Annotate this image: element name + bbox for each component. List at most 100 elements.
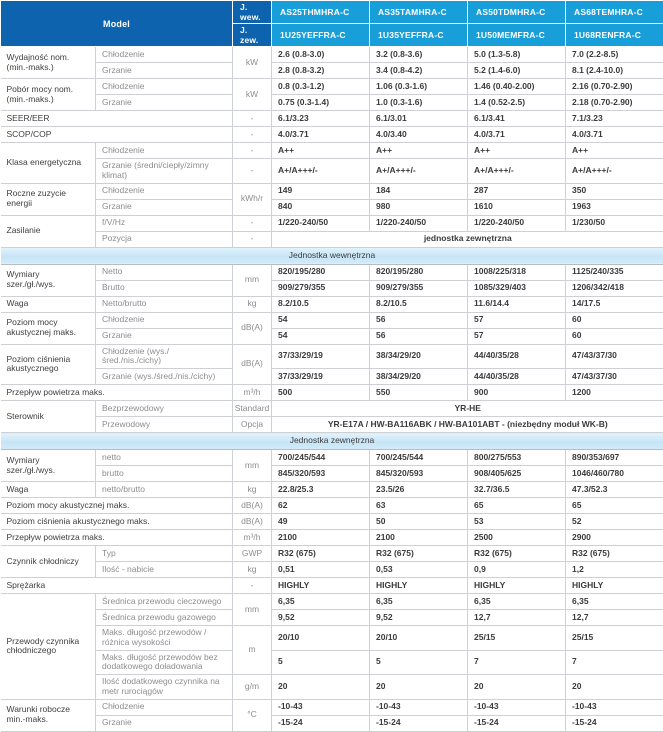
value-cell: 65 [468,498,566,514]
unit-cell: m³/h [233,530,272,546]
value-cell: 700/245/544 [272,450,370,466]
value-cell: 5.2 (1.4-6.0) [468,63,566,79]
value-cell: 1610 [468,199,566,215]
value-cell: A++ [468,143,566,159]
sub-label-cell: Średnica przewodu gazowego [96,610,233,626]
unit-cell: kg [233,482,272,498]
value-cell: 908/405/625 [468,466,566,482]
value-cell: R32 (675) [370,546,468,562]
value-cell: 57 [468,328,566,344]
unit-cell: dB(A) [233,498,272,514]
sub-label-cell: netto [96,450,233,466]
model-name-indoor-2: AS35TAMHRA-C [370,1,468,24]
value-cell: 500 [272,385,370,401]
unit-cell: - [233,231,272,247]
value-cell: 49 [272,514,370,530]
sub-label-cell: Grzanie [96,328,233,344]
sub-label-cell: Grzanie (średni/ciepły/zimny klimat) [96,159,233,184]
sub-label-cell: Chłodzenie (wys./śred./nis./cichy) [96,344,233,369]
section-header-row: Jednostka zewnętrzna [1,433,663,450]
category-cell: Przepływ powietrza maks. [1,530,233,546]
value-cell: 4.0/3.71 [468,127,566,143]
value-cell: 0,51 [272,562,370,578]
value-cell: 8.1 (2.4-10.0) [566,63,663,79]
value-cell: A++ [272,143,370,159]
sub-label-cell: Chłodzenie [96,183,233,199]
table-row: Ilość dodatkowego czynnika na metr ruroc… [1,675,663,700]
model-name-indoor-3: AS50TDMHRA-C [468,1,566,24]
value-cell: 1963 [566,199,663,215]
unit-cell: kg [233,562,272,578]
value-cell: 0.75 (0.3-1.4) [272,95,370,111]
value-cell: 840 [272,199,370,215]
unit-cell: dB(A) [233,312,272,344]
model-name-outdoor-3: 1U50MEMFRA-C [468,24,566,47]
category-cell: SCOP/COP [1,127,233,143]
category-cell: Poziom ciśnienia akustycznego maks. [1,514,233,530]
value-cell: 20 [370,675,468,700]
sub-label-cell: Chłodzenie [96,312,233,328]
value-cell: 47.3/52.3 [566,482,663,498]
value-cell: 65 [566,498,663,514]
value-cell: 2.18 (0.70-2.90) [566,95,663,111]
value-cell: 56 [370,328,468,344]
value-cell: 4.0/3.71 [272,127,370,143]
value-cell: 845/320/593 [272,466,370,482]
value-cell: 3.4 (0.8-4.2) [370,63,468,79]
value-cell: 53 [468,514,566,530]
value-cell: 60 [566,312,663,328]
sub-label-cell: Ilość - nabicie [96,562,233,578]
value-cell: 909/279/355 [370,280,468,296]
value-cell: -10-43 [370,699,468,715]
value-cell: 6,35 [566,594,663,610]
value-cell: 1008/225/318 [468,264,566,280]
sub-label-cell: netto/brutto [96,482,233,498]
value-cell: 20/10 [370,626,468,651]
sub-label-cell: Netto [96,264,233,280]
value-cell: 20 [468,675,566,700]
category-cell: Waga [1,482,96,498]
value-cell: 550 [370,385,468,401]
value-cell: -15-24 [468,715,566,731]
value-cell: 57 [468,312,566,328]
value-cell: 980 [370,199,468,215]
sub-label-cell: Chłodzenie [96,47,233,63]
sub-label-cell: Pozycja [96,231,233,247]
section-header-row: Jednostka wewnętrzna [1,247,663,264]
category-cell: Wymiary szer./gł./wys. [1,264,96,296]
category-cell: Klasa energetyczna [1,143,96,184]
value-cell: 1/220-240/50 [468,215,566,231]
value-cell: 5 [370,650,468,675]
value-cell: 47/43/37/30 [566,344,663,369]
value-cell: -10-43 [468,699,566,715]
table-row: Maks. długość przewodów / różnica wysoko… [1,626,663,651]
value-cell: 12,7 [566,610,663,626]
value-cell: 2900 [566,530,663,546]
sub-label-cell: Średnica przewodu cieczowego [96,594,233,610]
value-cell: 25/15 [566,626,663,651]
sub-label-cell: Grzanie (wys./śred./nis./cichy) [96,369,233,385]
value-cell: -15-24 [272,715,370,731]
spanned-value-cell: YR-HE [272,401,663,417]
category-cell: Waga [1,296,96,312]
model-name-outdoor-2: 1U35YEFFRA-C [370,24,468,47]
category-cell: Poziom mocy akustycznej maks. [1,312,96,344]
table-row: Grzanie-15-24-15-24-15-24-15-24 [1,715,663,731]
unit-cell: °C [233,699,272,731]
value-cell: 52 [566,514,663,530]
value-cell: A+/A+++/- [370,159,468,184]
section-header-label: Jednostka wewnętrzna [1,247,663,264]
value-cell: 6.1/3.23 [272,111,370,127]
value-cell: 6,35 [468,594,566,610]
value-cell: 12,7 [468,610,566,626]
value-cell: 22.8/25.3 [272,482,370,498]
value-cell: 820/195/280 [370,264,468,280]
sub-label-cell: Chłodzenie [96,79,233,95]
